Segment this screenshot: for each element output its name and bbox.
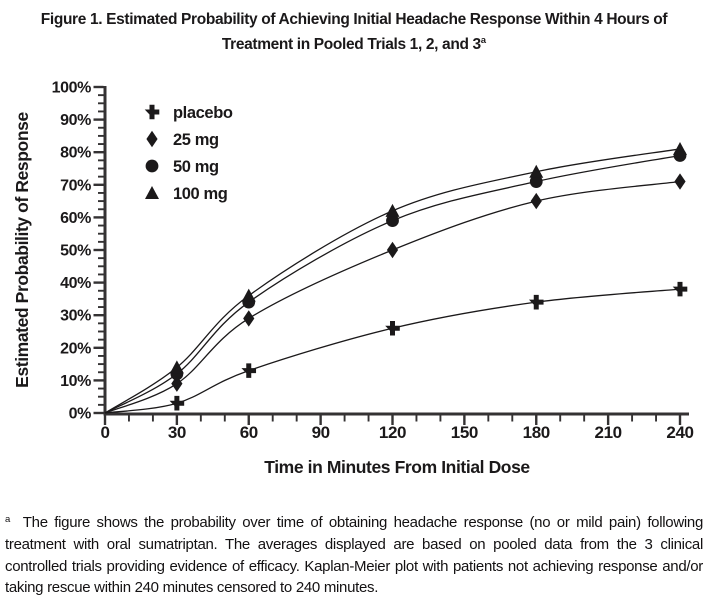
- legend-label: 100 mg: [173, 185, 227, 203]
- series-circle-point: [529, 175, 543, 188]
- x-axis-title: Time in Minutes From Initial Dose: [264, 457, 530, 477]
- figure-title: Figure 1. Estimated Probability of Achie…: [0, 9, 708, 55]
- figure-title-line1: Figure 1. Estimated Probability of Achie…: [40, 11, 668, 28]
- series-diamond-point: [530, 192, 542, 210]
- series-plus-point: [241, 363, 257, 378]
- series-diamond-point: [243, 310, 255, 327]
- y-tick-label: 20%: [60, 340, 91, 357]
- legend-triangle-icon: [145, 186, 159, 199]
- series-triangle-point: [385, 203, 400, 217]
- x-tick-label: 180: [523, 423, 550, 442]
- legend-circle-icon: [145, 159, 159, 173]
- series-circle-point: [386, 214, 399, 228]
- y-tick-label: 60%: [60, 210, 91, 227]
- x-tick-label: 240: [666, 423, 693, 442]
- y-tick-label: 0%: [69, 406, 91, 423]
- series-plus-point: [385, 320, 400, 336]
- legend-label: 50 mg: [173, 158, 219, 176]
- x-tick-label: 210: [595, 423, 622, 442]
- series-diamond-point: [386, 241, 399, 259]
- legend-plus-icon: [144, 104, 160, 120]
- figure-title-line2-text: Treatment in Pooled Trials 1, 2, and 3: [221, 36, 481, 53]
- x-tick-label: 30: [168, 423, 186, 442]
- x-tick-label: 60: [240, 423, 258, 442]
- series-triangle-point: [529, 164, 544, 178]
- footnote-marker: a: [5, 514, 10, 525]
- y-tick-label: 10%: [60, 373, 91, 390]
- series-triangle-point: [169, 360, 184, 374]
- y-tick-label: 30%: [60, 308, 91, 325]
- series-triangle-point: [673, 141, 687, 155]
- series-line-plus: [104, 288, 681, 414]
- y-tick-label: 70%: [60, 177, 91, 194]
- y-tick-label: 40%: [60, 275, 91, 292]
- x-tick-label: 90: [312, 423, 330, 442]
- y-tick-label: 90%: [60, 112, 91, 129]
- x-tick-label: 150: [451, 423, 478, 442]
- x-tick-label: 0: [100, 423, 109, 442]
- y-axis-title: Estimated Probability of Response: [12, 112, 32, 388]
- series-diamond-point: [674, 173, 686, 190]
- legend-label: placebo: [173, 104, 233, 122]
- series-plus-point: [672, 281, 688, 297]
- figure-title-line2: Treatment in Pooled Trials 1, 2, and 3a: [0, 30, 708, 55]
- x-tick-label: 120: [379, 423, 406, 442]
- y-tick-label: 50%: [60, 243, 91, 260]
- y-tick-label: 80%: [60, 145, 91, 162]
- legend-diamond-icon: [146, 130, 158, 148]
- series-triangle-point: [241, 288, 256, 302]
- figure-title-footnote-marker: a: [480, 35, 487, 46]
- footnote: a The figure shows the probability over …: [5, 509, 703, 599]
- footnote-text: The figure shows the probability over ti…: [5, 514, 703, 597]
- y-tick-label: 100%: [52, 80, 91, 97]
- legend-label: 25 mg: [173, 131, 219, 149]
- series-plus-point: [528, 294, 544, 310]
- series-plus-point: [169, 395, 185, 411]
